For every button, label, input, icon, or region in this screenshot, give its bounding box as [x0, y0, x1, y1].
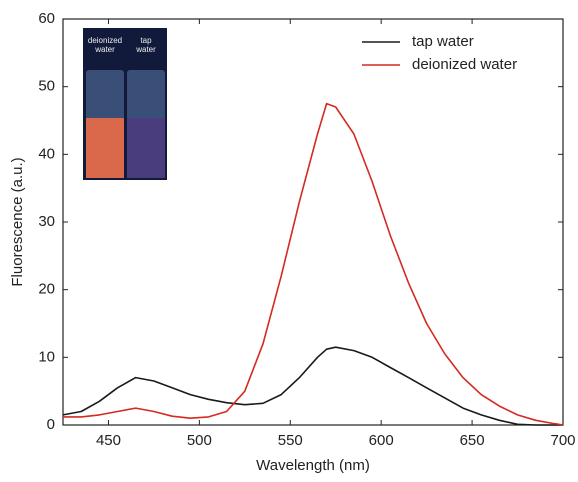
x-tick-label: 650	[460, 432, 485, 449]
x-tick-label: 550	[278, 432, 303, 449]
inset-label: deionized water	[87, 36, 123, 54]
y-axis-label: Fluorescence (a.u.)	[9, 157, 26, 286]
y-tick-label: 30	[38, 213, 55, 230]
y-tick-label: 10	[38, 348, 55, 365]
legend-label: deionized water	[412, 56, 517, 73]
x-axis-label: Wavelength (nm)	[256, 457, 370, 474]
inset-label: tap water	[136, 36, 156, 54]
inset-photo: deionized water tap water	[83, 28, 167, 180]
series-line	[62, 346, 563, 426]
y-tick-label: 50	[38, 78, 55, 95]
vial-liquid	[127, 118, 165, 178]
y-tick-label: 60	[38, 10, 55, 27]
x-tick-label: 450	[96, 432, 121, 449]
x-tick-label: 500	[187, 432, 212, 449]
inset-label-box: tap water	[136, 36, 156, 54]
x-tick-label: 600	[369, 432, 394, 449]
legend-label: tap water	[412, 33, 474, 50]
series-line	[63, 102, 564, 426]
y-tick-label: 40	[38, 145, 55, 162]
y-tick-label: 0	[47, 416, 55, 433]
vial-liquid	[86, 118, 124, 178]
y-tick-label: 20	[38, 281, 55, 298]
x-tick-label: 700	[550, 432, 575, 449]
inset-label-box: deionized water	[87, 36, 123, 54]
